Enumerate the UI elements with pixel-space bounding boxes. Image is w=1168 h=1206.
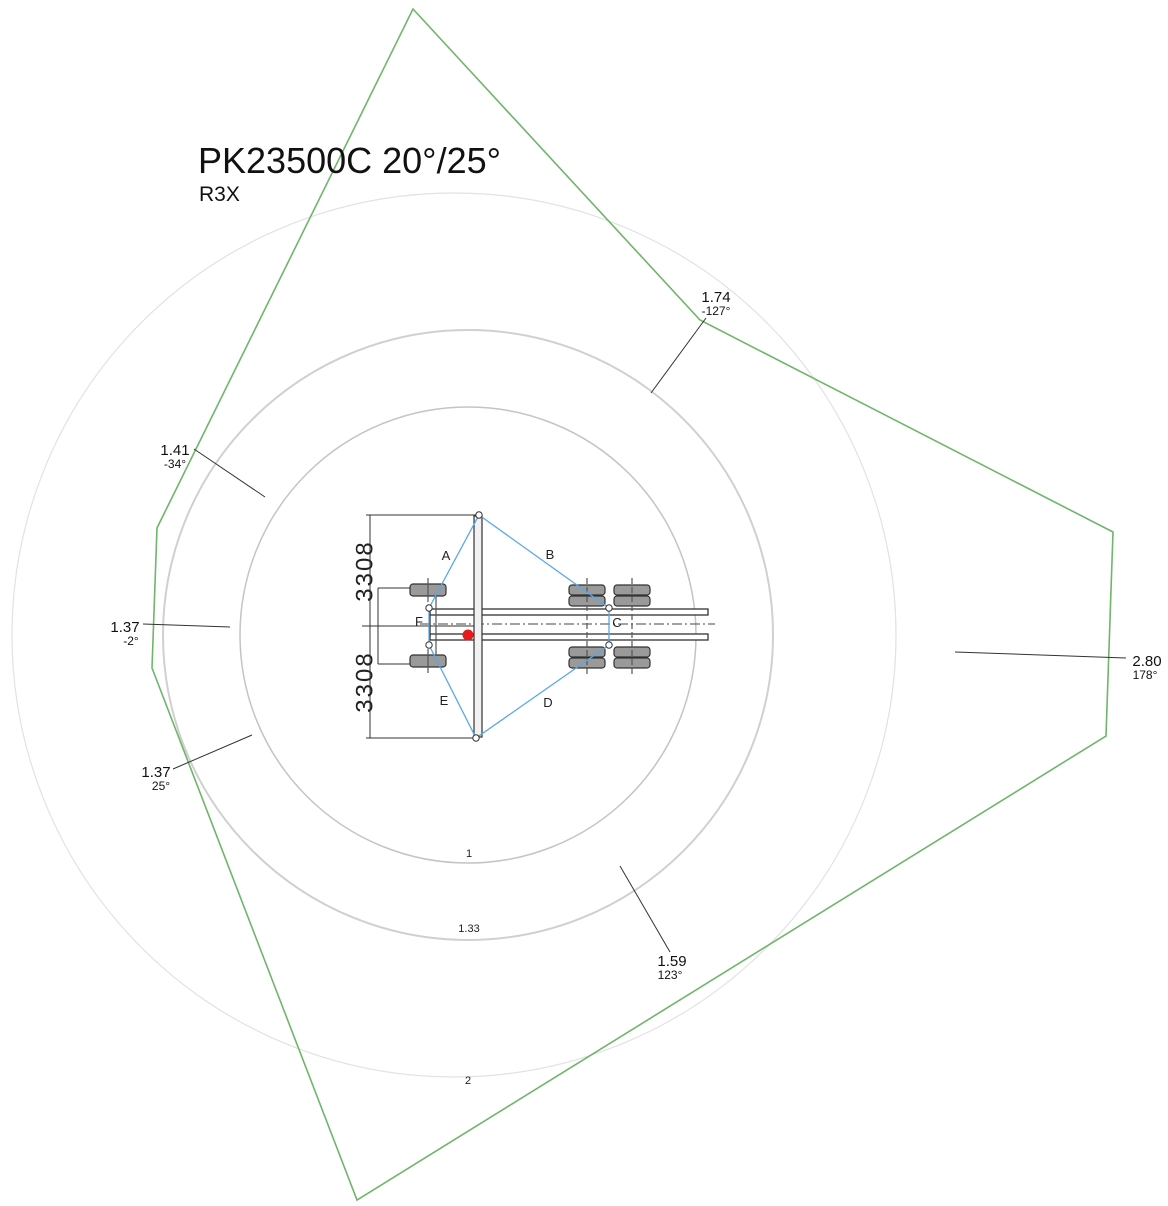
callout-value: 1.37 — [110, 619, 139, 636]
support-label-c: C — [612, 615, 621, 630]
callout-value: 1.74 — [701, 289, 730, 306]
callout-angle: 123° — [658, 968, 683, 982]
dimension-lower: 3308 — [351, 651, 378, 712]
callout-angle: 178° — [1133, 668, 1158, 682]
leader-1-59 — [619, 865, 671, 953]
ring-label-2: 2 — [465, 1075, 471, 1087]
callout-2-80: 2.80 178° — [1132, 653, 1161, 682]
leader-1-41 — [193, 448, 266, 498]
front-axle — [409, 578, 447, 673]
support-label-b: B — [546, 547, 555, 562]
crane-pivot — [462, 629, 474, 641]
stability-envelope — [151, 7, 1114, 1202]
diagram-title: PK23500C 20°/25° — [198, 140, 501, 181]
callout-1-59: 1.59 123° — [657, 953, 686, 982]
callout-angle: -127° — [702, 304, 731, 318]
callout-value: 2.80 — [1132, 653, 1161, 670]
callout-1-37-b: 1.37 25° — [141, 764, 170, 793]
dimension-upper: 3308 — [351, 540, 378, 601]
vehicle-plan: 3308 3308 — [351, 511, 715, 742]
leader-2-80 — [954, 651, 1127, 659]
support-point-markers — [425, 511, 613, 742]
leader-1-37-a — [142, 623, 231, 628]
callout-angle: 25° — [152, 779, 170, 793]
leader-1-74 — [650, 317, 707, 394]
dimension-lines — [362, 514, 478, 739]
callout-angle: -2° — [123, 634, 139, 648]
callout-angle: -34° — [164, 457, 186, 471]
support-label-d: D — [543, 695, 552, 710]
ring-label-1-33: 1.33 — [458, 923, 479, 935]
ring-label-1: 1 — [466, 848, 472, 860]
support-label-a: A — [442, 548, 451, 563]
callout-1-74: 1.74 -127° — [701, 289, 730, 318]
callout-1-37-a: 1.37 -2° — [110, 619, 139, 648]
callout-value: 1.41 — [160, 442, 189, 459]
chassis-frame — [429, 608, 709, 641]
ring-middle — [162, 329, 774, 941]
callout-value: 1.37 — [141, 764, 170, 781]
diagram-subtitle: R3X — [199, 183, 240, 206]
outrigger-beam — [473, 515, 483, 738]
support-label-f: F — [415, 614, 423, 629]
ring-outer — [11, 192, 897, 1078]
callout-value: 1.59 — [657, 953, 686, 970]
callout-leaders — [142, 317, 1127, 953]
leader-1-37-b — [172, 734, 253, 770]
support-label-e: E — [440, 693, 449, 708]
callout-1-41: 1.41 -34° — [160, 442, 189, 471]
